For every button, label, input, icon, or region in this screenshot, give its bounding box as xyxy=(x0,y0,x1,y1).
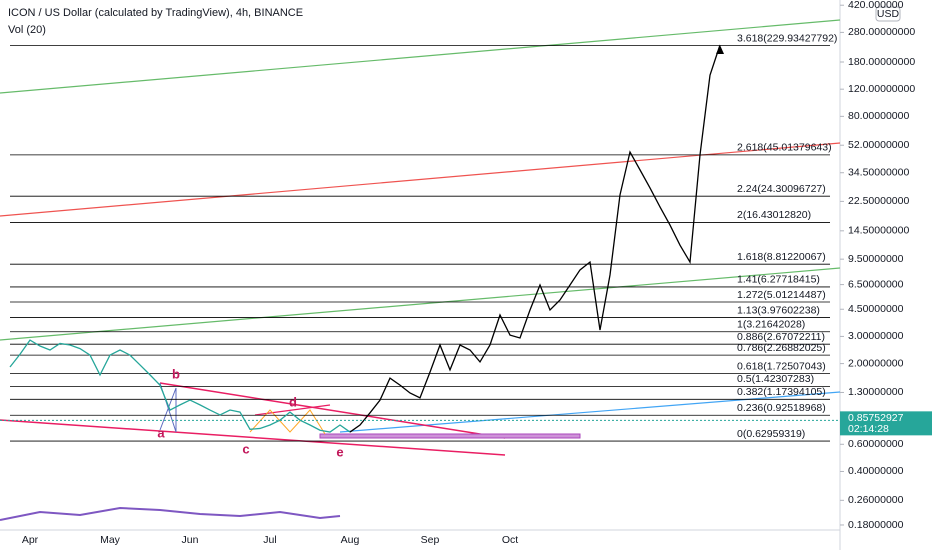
fib-label: 3.618(229.93427792) xyxy=(737,32,837,44)
y-tick-label: 9.50000000 xyxy=(848,253,904,265)
x-tick-label: Oct xyxy=(502,534,518,546)
fib-label: 1.272(5.01214487) xyxy=(737,289,826,301)
x-tick-label: Sep xyxy=(421,534,440,546)
price-line xyxy=(9,339,351,433)
fib-label: 1.13(3.97602238) xyxy=(737,304,820,316)
y-tick-label: 420.000000 xyxy=(848,0,904,11)
fib-label: 2.618(45.01379643) xyxy=(737,142,832,154)
fib-label: 2(16.43012820) xyxy=(737,209,811,221)
wave-path xyxy=(249,409,326,435)
y-tick-label: 180.00000000 xyxy=(848,56,915,68)
y-tick-label: 0.40000000 xyxy=(848,465,904,477)
countdown: 02:14:28 xyxy=(848,423,889,435)
y-tick-label: 120.00000000 xyxy=(848,83,915,95)
wave-label: a xyxy=(157,425,165,440)
y-tick-label: 3.00000000 xyxy=(848,330,904,342)
y-tick-label: 280.00000000 xyxy=(848,26,915,38)
y-tick-label: 1.30000000 xyxy=(848,386,904,398)
y-tick-label: 0.18000000 xyxy=(848,519,904,531)
y-tick-label: 0.26000000 xyxy=(848,494,904,506)
last-price: 0.85752927 xyxy=(848,412,904,424)
volume-ma xyxy=(0,506,341,521)
fib-label: 2.24(24.30096727) xyxy=(737,183,826,195)
x-tick-label: Jun xyxy=(182,534,199,546)
wave-label: d xyxy=(289,394,297,409)
chart-title: ICON / US Dollar (calculated by TradingV… xyxy=(8,7,303,19)
y-tick-label: 14.50000000 xyxy=(848,225,909,237)
x-tick-label: Aug xyxy=(341,534,360,546)
x-tick-label: May xyxy=(100,534,121,546)
y-tick-label: 4.50000000 xyxy=(848,303,904,315)
fib-label: 1.41(6.27718415) xyxy=(737,274,820,286)
arrow-head xyxy=(716,44,724,54)
fib-label: 0.5(1.42307283) xyxy=(737,373,814,385)
fib-label: 0.618(1.72507043) xyxy=(737,360,826,372)
price-line xyxy=(349,44,721,433)
wave-label: c xyxy=(242,441,249,456)
x-tick-label: Jul xyxy=(263,534,276,546)
fib-label: 1(3.21642028) xyxy=(737,319,805,331)
fib-label: 0.236(0.92518968) xyxy=(737,402,826,414)
y-tick-label: 80.00000000 xyxy=(848,110,909,122)
y-tick-label: 6.50000000 xyxy=(848,278,904,290)
currency[interactable]: USD xyxy=(877,8,900,20)
fib-label: 0(0.62959319) xyxy=(737,428,805,440)
wave-path xyxy=(159,382,177,433)
fib-label: 0.786(2.26882025) xyxy=(737,342,826,354)
y-tick-label: 2.00000000 xyxy=(848,357,904,369)
y-tick-label: 34.50000000 xyxy=(848,167,909,179)
y-tick-label: 22.50000000 xyxy=(848,195,909,207)
trend-line xyxy=(0,19,841,94)
wave-label: e xyxy=(336,444,343,459)
x-tick-label: Apr xyxy=(22,534,39,546)
wedge-line xyxy=(0,419,506,456)
zone xyxy=(319,433,581,439)
y-tick-label: 52.00000000 xyxy=(848,139,909,151)
currency-box[interactable] xyxy=(875,6,901,22)
trend-line xyxy=(0,267,841,341)
fib-label: 0.382(1.17394105) xyxy=(737,386,826,398)
wedge-line xyxy=(159,382,506,439)
fib-label: 0.886(2.67072211) xyxy=(737,331,825,343)
fib-label: 1.618(8.81220067) xyxy=(737,251,826,263)
y-tick-label: 0.60000000 xyxy=(848,438,904,450)
indicator-label: Vol (20) xyxy=(8,24,46,36)
wave-label: b xyxy=(172,366,180,381)
price-tag xyxy=(840,411,932,436)
